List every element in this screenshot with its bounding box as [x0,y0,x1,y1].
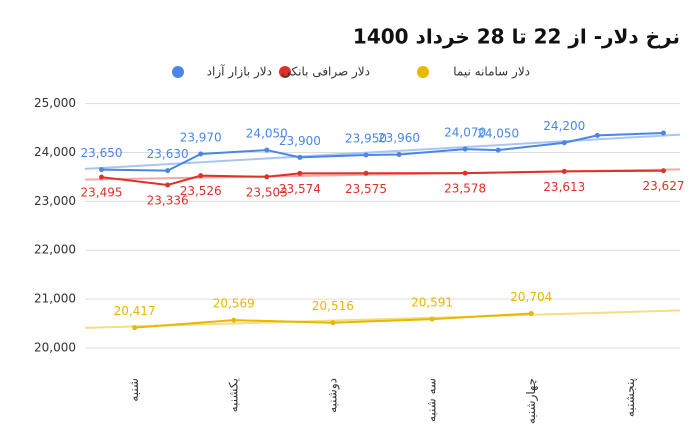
data-label: 20,704 [510,290,552,304]
data-point [594,132,600,138]
data-point [561,168,567,174]
y-tick-label: 23,000 [34,194,76,208]
data-label: 23,495 [81,186,123,200]
data-label: 23,526 [180,184,222,198]
data-label: 20,516 [312,299,354,313]
data-point [330,320,336,326]
data-point [462,146,468,152]
data-label: 24,050 [246,127,288,141]
data-point [198,151,204,157]
x-tick-label: سه شنبه [425,378,439,422]
data-label: 23,574 [279,182,321,196]
data-label: 24,200 [543,119,585,133]
data-point [528,311,534,317]
legend-swatch [417,66,429,78]
x-tick-label: شنبه [127,378,141,402]
data-label: 23,613 [543,180,585,194]
x-tick-label: پنجشنبه [623,378,637,417]
data-label: 23,900 [279,134,321,148]
y-tick-label: 20,000 [34,340,76,354]
data-point [99,174,105,180]
legend-label: دلار بازار آزاد [207,64,272,80]
legend-label: دلار سامانه نیما [453,65,530,80]
x-tick-label: یکشنبه [226,378,240,412]
x-tick-label: چهارشنبه [524,378,539,424]
y-tick-label: 22,000 [34,243,76,257]
data-label: 20,417 [114,304,156,318]
legend-swatch [279,66,291,78]
data-point [429,316,435,322]
data-label: 20,591 [411,296,453,310]
data-point [363,170,369,176]
y-tick-label: 21,000 [34,292,76,306]
legend-label: دلار صرافی بانکی [282,65,370,80]
data-point [165,182,171,188]
data-point [495,147,501,153]
data-point [99,167,105,173]
data-label: 23,578 [444,182,486,196]
data-point [165,168,171,174]
data-point [132,325,138,331]
data-point [264,174,270,180]
data-label: 23,970 [180,130,222,144]
data-label: 23,630 [147,147,189,161]
data-label: 23,503 [246,185,288,199]
data-label: 23,627 [642,179,684,193]
data-label: 23,950 [345,131,387,145]
data-point [660,130,666,136]
data-point [264,147,270,153]
data-label: 23,575 [345,182,387,196]
data-label: 23,336 [147,193,189,207]
data-point [363,152,369,158]
legend-swatch [172,66,184,78]
data-label: 24,070 [444,126,486,140]
data-point [297,154,303,160]
chart-title: نرخ دلار- از 22 تا 28 خرداد 1400 [353,25,680,49]
data-point [231,317,237,323]
data-point [561,140,567,146]
y-tick-label: 24,000 [34,145,76,159]
data-label: 24,050 [477,127,519,141]
data-label: 23,960 [378,131,420,145]
y-tick-label: 25,000 [34,96,76,110]
data-point [198,173,204,179]
data-point [396,151,402,157]
data-point [660,168,666,174]
data-point [462,170,468,176]
x-tick-label: دوشنبه [325,378,340,413]
series-line [101,131,664,172]
data-label: 23,650 [81,146,123,160]
data-label: 20,569 [213,297,255,311]
trendline [84,309,681,329]
data-point [297,170,303,176]
